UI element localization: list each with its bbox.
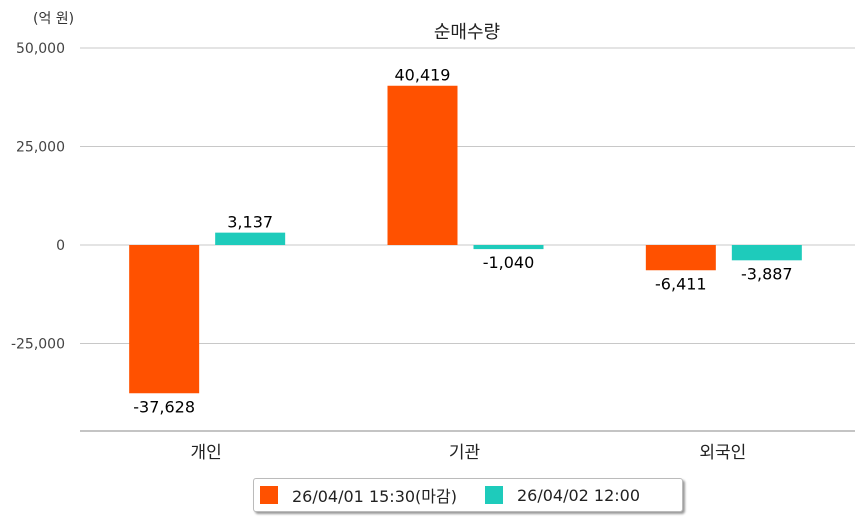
legend-label: 26/04/01 15:30(마감) — [292, 487, 457, 506]
data-label: -3,887 — [741, 264, 793, 283]
data-label: -6,411 — [655, 274, 707, 293]
bar[interactable] — [387, 85, 458, 245]
x-tick-label: 개인 — [191, 443, 222, 463]
legend-swatch — [484, 486, 503, 504]
bar[interactable] — [731, 245, 802, 261]
legend-item-series-1[interactable]: 26/04/01 15:30(마감) — [260, 483, 457, 507]
legend-item-series-2[interactable]: 26/04/02 12:00 — [484, 485, 641, 505]
data-label: -1,040 — [483, 253, 535, 272]
x-tick-label: 기관 — [449, 443, 480, 463]
bar[interactable] — [645, 245, 716, 271]
legend: 26/04/01 15:30(마감) 26/04/02 12:00 — [253, 478, 683, 512]
y-tick-label: 50,000 — [16, 41, 65, 57]
data-label: 40,419 — [395, 66, 451, 85]
y-tick-label: 0 — [56, 238, 65, 254]
y-tick-label: -25,000 — [11, 337, 65, 353]
bar[interactable] — [215, 232, 286, 245]
data-label: 3,137 — [227, 213, 273, 232]
x-tick-label: 외국인 — [699, 443, 746, 463]
legend-label: 26/04/02 12:00 — [516, 485, 641, 505]
bar[interactable] — [473, 245, 544, 250]
y-axis-unit-label: (억 원) — [33, 11, 74, 27]
bar[interactable] — [129, 245, 200, 394]
data-label: -37,628 — [133, 397, 195, 416]
legend-swatch — [260, 486, 278, 504]
chart-title: 순매수량 — [434, 22, 500, 43]
y-tick-label: 25,000 — [16, 140, 65, 156]
